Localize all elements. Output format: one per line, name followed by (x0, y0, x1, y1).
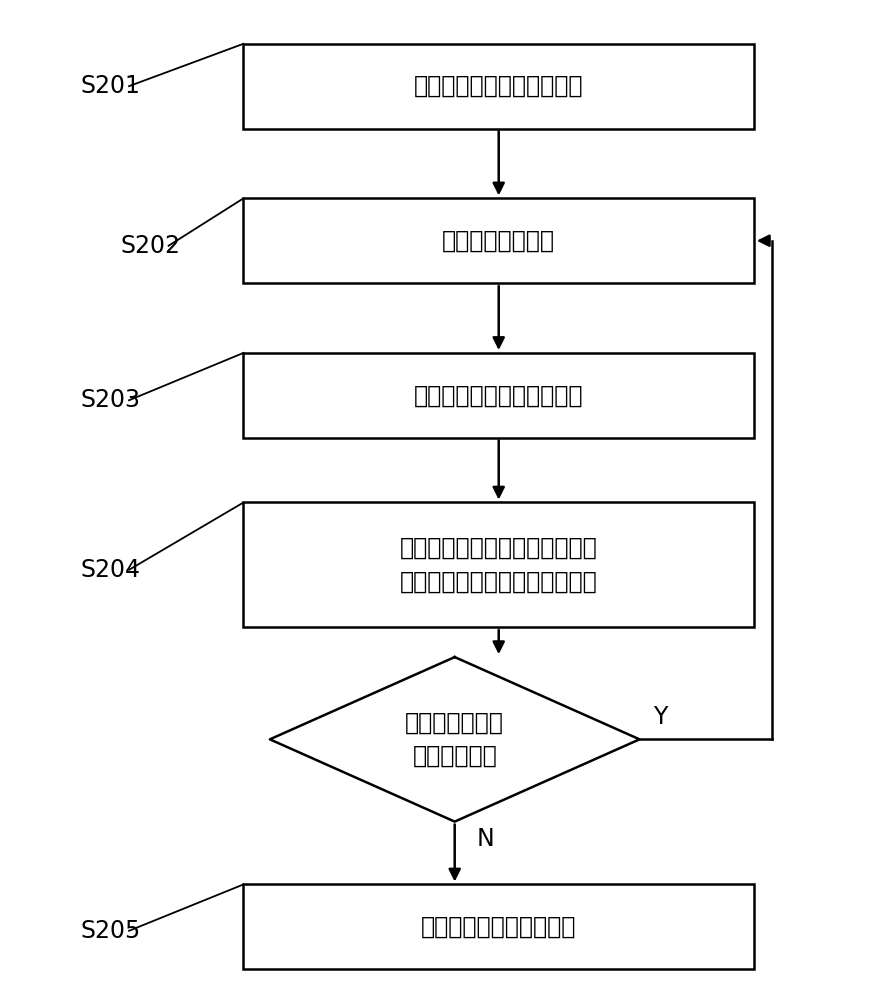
Text: S201: S201 (80, 74, 140, 98)
Text: 确定当前网格坐标: 确定当前网格坐标 (442, 229, 555, 253)
Text: 将多个非线性油膜力写入多个非
线性油膜力边界条件数据库文件: 将多个非线性油膜力写入多个非 线性油膜力边界条件数据库文件 (400, 536, 598, 594)
Text: S205: S205 (80, 919, 141, 943)
FancyBboxPatch shape (244, 44, 754, 129)
FancyBboxPatch shape (244, 353, 754, 438)
Text: S202: S202 (120, 234, 180, 258)
FancyBboxPatch shape (244, 198, 754, 283)
Text: Y: Y (653, 705, 668, 729)
Text: 建立多个非线性油膜力方程: 建立多个非线性油膜力方程 (414, 74, 584, 98)
Text: N: N (477, 827, 494, 851)
Text: 结构化动网格更新网格节点: 结构化动网格更新网格节点 (414, 383, 584, 407)
Text: 离散化流体域的计算结束: 离散化流体域的计算结束 (421, 915, 577, 939)
Text: S203: S203 (80, 388, 140, 412)
Text: 刚性边界条件数
据库文件存在: 刚性边界条件数 据库文件存在 (405, 711, 504, 768)
Text: S204: S204 (80, 558, 140, 582)
FancyBboxPatch shape (244, 884, 754, 969)
Polygon shape (270, 657, 639, 822)
FancyBboxPatch shape (244, 502, 754, 627)
